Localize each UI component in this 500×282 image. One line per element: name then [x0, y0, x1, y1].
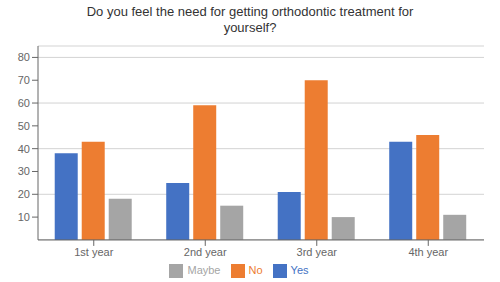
svg-text:70: 70 [18, 74, 30, 86]
svg-text:10: 10 [18, 211, 30, 223]
html-text:Do you feel the need for getti: Do you feel the need for getting orthodo… [86, 4, 414, 19]
svg-text:2nd year: 2nd year [184, 246, 227, 258]
html-text:yourself?: yourself? [223, 20, 277, 35]
html-text:Yes: Yes [290, 263, 309, 276]
svg-text:30: 30 [18, 165, 30, 177]
svg-text:80: 80 [18, 51, 30, 63]
svg-text:60: 60 [18, 97, 30, 109]
svg-text:1st year: 1st year [74, 246, 113, 258]
html-text:No: No [248, 263, 263, 276]
svg-text:3rd year: 3rd year [297, 246, 338, 258]
svg-text:40: 40 [18, 143, 30, 155]
svg-text:4th year: 4th year [408, 246, 448, 258]
html-text:Maybe: Maybe [187, 263, 221, 276]
svg-text:20: 20 [18, 188, 30, 200]
svg-text:50: 50 [18, 120, 30, 132]
